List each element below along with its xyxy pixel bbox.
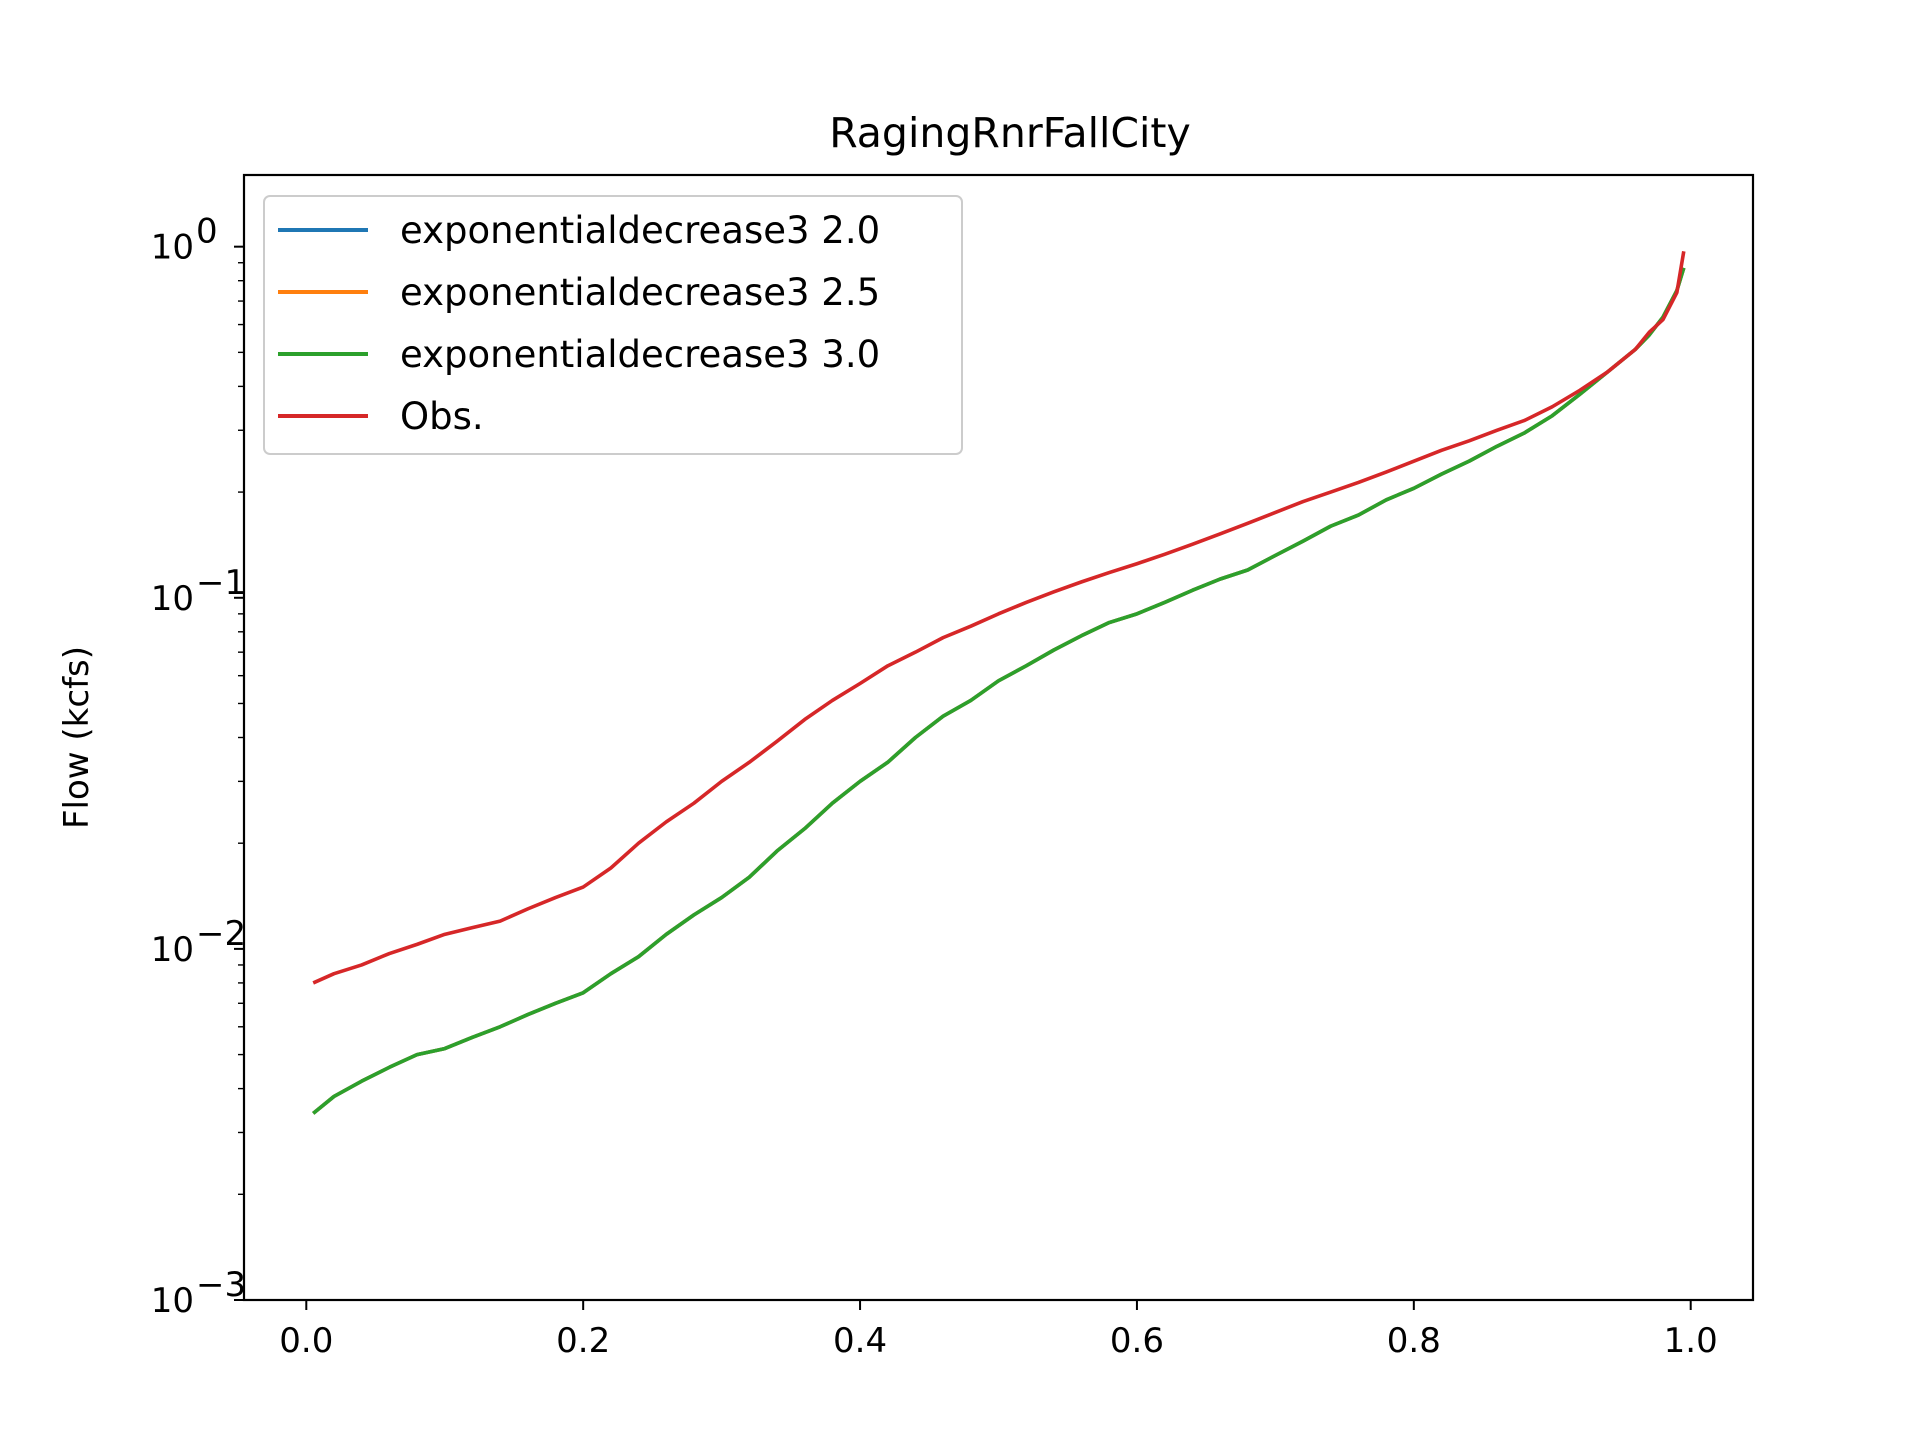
y-tick-exponent: −2 (196, 914, 246, 954)
y-axis-label: Flow (kcfs) (57, 646, 97, 829)
y-tick-exponent: −1 (196, 563, 246, 603)
y-tick-label: 10 (151, 1281, 194, 1321)
x-tick-label: 0.2 (556, 1321, 610, 1361)
legend-box (263, 195, 963, 455)
series-line-3 (312, 251, 1686, 985)
legend-label-0: exponentialdecrease3 2.0 (400, 209, 880, 252)
series-layer (312, 251, 1686, 1115)
legend-label-3: Obs. (400, 395, 484, 438)
series-line-2 (312, 267, 1686, 1115)
y-tick-label: 10 (151, 228, 194, 268)
y-tick-exponent: 0 (196, 212, 218, 252)
y-tick-exponent: −3 (196, 1265, 246, 1305)
x-tick-label: 0.6 (1110, 1321, 1164, 1361)
y-tick-label: 10 (151, 930, 194, 970)
x-tick-label: 0.8 (1387, 1321, 1441, 1361)
x-axis: 0.0 0.2 0.4 0.6 0.8 1.0 (279, 1300, 1718, 1361)
chart-title: RagingRnrFallCity (829, 109, 1191, 157)
y-tick-label: 10 (151, 579, 194, 619)
legend: exponentialdecrease3 2.0 exponentialdecre… (263, 195, 963, 455)
x-tick-label: 1.0 (1664, 1321, 1718, 1361)
legend-label-2: exponentialdecrease3 3.0 (400, 333, 880, 376)
x-tick-label: 0.4 (833, 1321, 887, 1361)
legend-label-1: exponentialdecrease3 2.5 (400, 271, 880, 314)
x-tick-label: 0.0 (279, 1321, 333, 1361)
